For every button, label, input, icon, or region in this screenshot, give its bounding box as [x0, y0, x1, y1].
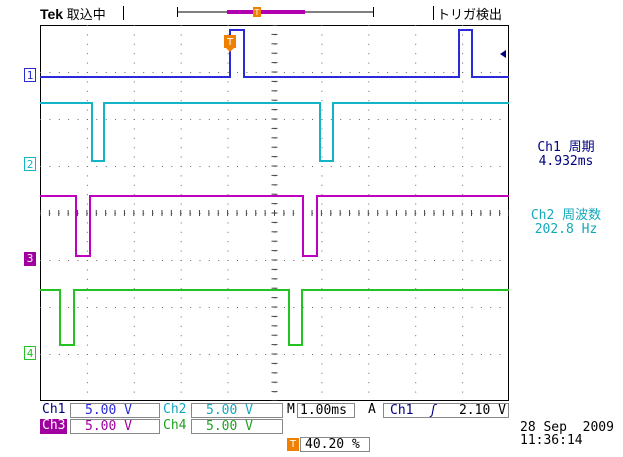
ch3-volts-div[interactable]: 5.00 V — [70, 419, 160, 434]
ch1-readout-label[interactable]: Ch1 — [42, 402, 66, 417]
acquisition-state: 取込中 — [66, 7, 106, 22]
datetime: 28 Sep 2009 11:36:14 — [520, 421, 614, 447]
trigger-level: 2.10 V — [458, 403, 506, 418]
ch2-volts-div[interactable]: 5.00 V — [191, 403, 283, 418]
measurement-value: 202.8 Hz — [534, 222, 598, 237]
ch3-waveform — [40, 195, 509, 257]
ch2-readout-label[interactable]: Ch2 — [163, 402, 187, 417]
trigger-mode: A — [368, 402, 376, 417]
header-divider-right — [433, 6, 434, 20]
svg-text:T: T — [254, 8, 260, 17]
trigger-point-marker: T — [224, 35, 236, 52]
record-window-indicator — [227, 10, 305, 14]
trigger-position-icon: T — [287, 438, 299, 451]
graticule: T — [40, 25, 509, 401]
ch3-readout-label[interactable]: Ch3 — [40, 418, 68, 434]
trigger-setting[interactable]: Ch1 ʃ 2.10 V — [383, 403, 509, 418]
trigger-position-icon: T — [253, 7, 261, 17]
trigger-level-arrow-icon — [500, 50, 506, 58]
time: 11:36:14 — [520, 433, 583, 448]
ch3-ground-marker[interactable]: 3 — [24, 252, 36, 266]
ch4-readout-label[interactable]: Ch4 — [163, 418, 187, 433]
measurement-ch2-frequency: Ch2 周波数 202.8 Hz — [512, 209, 620, 237]
svg-text:T: T — [226, 37, 234, 48]
record-position-bar[interactable]: T — [177, 7, 374, 17]
timebase-label: M — [287, 402, 295, 417]
ch1-ground-marker[interactable]: 1 — [24, 68, 36, 82]
trigger-status: トリガ検出 — [437, 8, 503, 23]
timebase-value[interactable]: 1.00ms — [297, 403, 355, 418]
ch2-waveform — [40, 102, 509, 162]
ch2-ground-marker[interactable]: 2 — [24, 157, 36, 171]
ch1-waveform — [40, 29, 509, 78]
date: 28 Sep 2009 — [520, 420, 614, 435]
ch4-ground-marker[interactable]: 4 — [24, 346, 36, 360]
trigger-position-value[interactable]: 40.20 % — [300, 437, 370, 452]
ch1-volts-div[interactable]: 5.00 V — [70, 403, 160, 418]
measurement-value: 4.932ms — [538, 154, 594, 169]
header-divider — [123, 6, 124, 20]
brand-acq-status: Tek 取込中 — [40, 4, 106, 23]
measurement-label: Ch1 周期 — [537, 140, 595, 155]
ch4-waveform — [40, 289, 509, 346]
ch4-volts-div[interactable]: 5.00 V — [191, 419, 283, 434]
rising-edge-icon: ʃ — [429, 403, 438, 418]
measurement-ch1-period: Ch1 周期 4.932ms — [512, 141, 620, 169]
measurement-label: Ch2 周波数 — [530, 208, 602, 223]
brand-logo: Tek — [40, 6, 64, 22]
trigger-source: Ch1 — [390, 403, 414, 418]
center-axis-ticks — [40, 25, 509, 401]
